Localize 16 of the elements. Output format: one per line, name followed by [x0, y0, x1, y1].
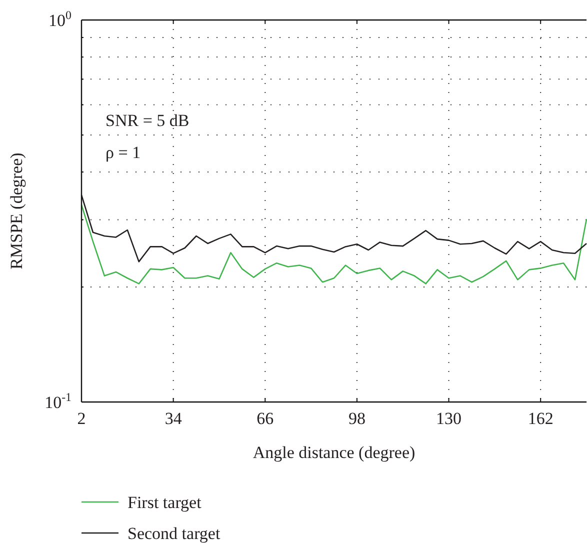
x-tick-label: 130 [436, 409, 462, 428]
x-tick-label: 2 [77, 409, 86, 428]
line-series [80, 194, 587, 262]
y-tick-label: 10$^{-1}$ [44, 390, 72, 412]
legend-label: Second target [128, 524, 220, 543]
line-series [80, 204, 587, 284]
x-tick-label: 162 [528, 409, 554, 428]
x-axis-title: Angle distance (degree) [252, 443, 416, 462]
x-tick-label: 66 [256, 409, 274, 428]
legend-label: First target [128, 493, 202, 512]
y-axis-title: RMSPE (degree) [7, 152, 26, 270]
x-tick-label: 98 [348, 409, 366, 428]
x-tick-label: 34 [164, 409, 182, 428]
annotation: ρ = 1 [106, 143, 141, 162]
y-tick-label: 10$^{0}$ [48, 8, 72, 30]
annotation: SNR = 5 dB [106, 111, 190, 130]
